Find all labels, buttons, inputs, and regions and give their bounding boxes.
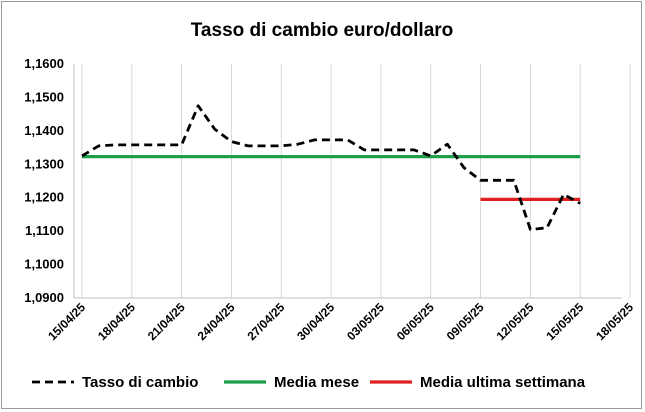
x-tick-label: 03/05/25 [344,300,387,343]
x-tick-label: 18/04/25 [95,300,138,343]
x-tick-label: 09/05/25 [444,300,487,343]
y-tick-label: 1,1200 [24,190,64,205]
y-tick-label: 1,1000 [24,257,64,272]
y-tick-label: 1,0900 [24,290,64,305]
y-tick-label: 1,1400 [24,123,64,138]
series-lines [81,104,581,231]
legend-label-media-ultima-settimana: Media ultima settimana [420,374,586,391]
legend-label-media-mese: Media mese [274,374,359,391]
y-tick-label: 1,1600 [24,56,64,71]
series-line-tasso-di-cambio [81,104,581,231]
legend-label-tasso-di-cambio: Tasso di cambio [82,374,198,391]
y-tick-label: 1,1500 [24,89,64,104]
chart-title: Tasso di cambio euro/dollaro [191,20,454,41]
x-tick-label: 18/05/25 [593,300,636,343]
x-tick-label: 27/04/25 [244,300,287,343]
x-tick-label: 15/04/25 [45,300,88,343]
x-tick-label: 24/04/25 [195,300,238,343]
grid [81,64,631,298]
y-tick-label: 1,1100 [25,223,64,238]
x-tick-label: 15/05/25 [543,300,586,343]
y-tick-label: 1,1300 [24,156,64,171]
legend: Tasso di cambio Media mese Media ultima se… [32,374,586,391]
x-tick-label: 06/05/25 [394,300,437,343]
x-tick-label: 21/04/25 [145,300,188,343]
x-tick-label: 30/04/25 [294,300,337,343]
x-tick-label: 12/05/25 [494,300,537,343]
